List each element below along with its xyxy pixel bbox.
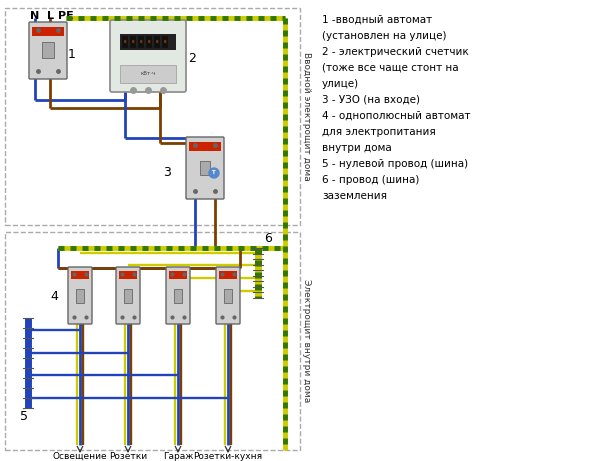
FancyBboxPatch shape (110, 20, 186, 92)
Bar (5, 232, 300, 450)
Bar (5, 8, 300, 225)
Text: 6 - провод (шина): 6 - провод (шина) (322, 175, 419, 185)
Text: 4 - однополюсный автомат: 4 - однополюсный автомат (322, 111, 470, 121)
Text: Освещение: Освещение (53, 452, 107, 461)
Text: PE: PE (58, 11, 74, 21)
Bar (219, 271, 237, 279)
Text: Гараж: Гараж (163, 452, 193, 461)
FancyBboxPatch shape (116, 267, 140, 324)
Text: улице): улице) (322, 79, 359, 89)
Text: 8: 8 (148, 40, 151, 44)
Text: 3 - УЗО (на входе): 3 - УЗО (на входе) (322, 95, 420, 105)
Bar (169, 271, 187, 279)
Bar (130, 36, 136, 48)
Bar (189, 142, 221, 151)
Bar (120, 34, 176, 50)
Text: 8: 8 (155, 40, 158, 44)
Text: Розетки-кухня: Розетки-кухня (193, 452, 263, 461)
Text: кВт·ч: кВт·ч (140, 71, 155, 77)
Bar (124, 289, 132, 302)
Bar (174, 289, 182, 302)
Text: 8: 8 (131, 40, 134, 44)
Text: 1: 1 (68, 48, 76, 61)
FancyBboxPatch shape (68, 267, 92, 324)
Text: Розетки: Розетки (109, 452, 147, 461)
Text: Электрощит внутри дома: Электрощит внутри дома (302, 279, 311, 402)
Text: 2 - электрический счетчик: 2 - электрический счетчик (322, 47, 469, 57)
Text: 2: 2 (188, 52, 196, 65)
Text: 5: 5 (20, 410, 28, 423)
Bar (120, 65, 176, 83)
Text: 6: 6 (264, 232, 272, 245)
Text: внутри дома: внутри дома (322, 143, 392, 153)
FancyBboxPatch shape (186, 137, 224, 199)
Circle shape (209, 168, 219, 178)
Bar (76, 289, 84, 302)
FancyBboxPatch shape (29, 22, 67, 79)
FancyBboxPatch shape (166, 267, 190, 324)
Text: (установлен на улице): (установлен на улице) (322, 31, 446, 41)
Bar (71, 271, 89, 279)
Bar (154, 36, 160, 48)
Text: 5 - нулевой провод (шина): 5 - нулевой провод (шина) (322, 159, 468, 169)
Text: T: T (212, 171, 216, 176)
Text: 3: 3 (163, 166, 171, 179)
Bar (162, 36, 168, 48)
FancyBboxPatch shape (216, 267, 240, 324)
Bar (42, 42, 54, 59)
Text: для электропитания: для электропитания (322, 127, 436, 137)
Bar (200, 161, 210, 175)
Text: Вводной электрощит дома: Вводной электрощит дома (302, 52, 311, 181)
Text: 1 -вводный автомат: 1 -вводный автомат (322, 15, 432, 25)
Text: 8: 8 (124, 40, 127, 44)
Text: 8: 8 (140, 40, 142, 44)
Text: (тоже все чаще стонт на: (тоже все чаще стонт на (322, 63, 458, 73)
Bar (138, 36, 144, 48)
Bar (146, 36, 152, 48)
Text: N: N (31, 11, 40, 21)
Text: 4: 4 (50, 290, 58, 303)
Text: заземления: заземления (322, 191, 387, 201)
Text: L: L (47, 11, 53, 21)
Bar (119, 271, 137, 279)
Bar (224, 289, 232, 302)
Bar (122, 36, 128, 48)
Text: 8: 8 (164, 40, 166, 44)
Bar (32, 27, 64, 36)
